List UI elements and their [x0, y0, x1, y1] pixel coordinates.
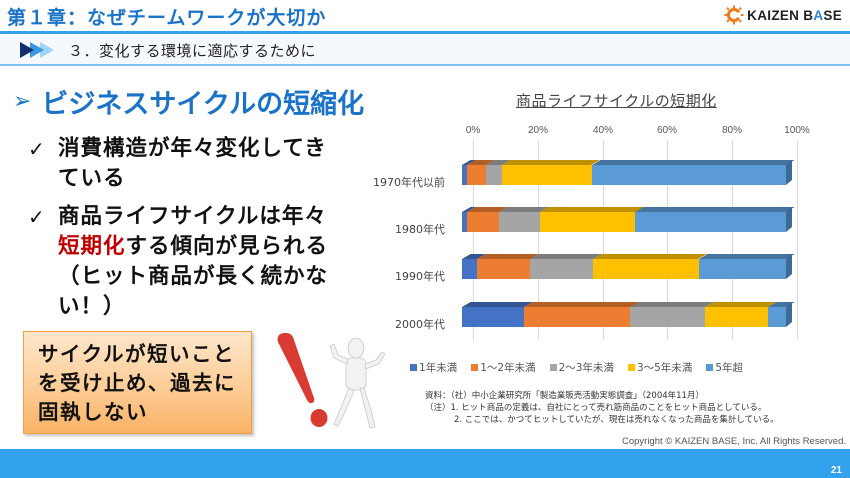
legend-item: 3～5年未満 — [627, 360, 692, 375]
highlight-text: 短期化 — [58, 234, 126, 259]
axis-tick: 80% — [721, 125, 743, 136]
section-bar: ３．変化する環境に適応するために — [0, 34, 850, 66]
legend-swatch — [549, 364, 557, 371]
chart-bar — [462, 307, 786, 327]
legend-item: 2～3年未満 — [549, 360, 614, 375]
bar-segment — [630, 307, 705, 327]
header-rule — [0, 31, 850, 34]
chart-note: （注）1. ヒット商品の定義は、自社にとって売れ筋商品のことをヒット商品としてい… — [425, 403, 767, 413]
legend-item: 1～2年未満 — [471, 360, 536, 375]
bar-segment — [466, 212, 500, 232]
exclamation-mark-icon — [277, 332, 328, 427]
bar-segment — [539, 212, 636, 232]
bar-segment — [499, 212, 540, 232]
main-heading-text: ビジネスサイクルの短縮化 — [41, 89, 365, 120]
bar-segment — [635, 212, 786, 232]
gridline — [603, 140, 604, 340]
bar-segment — [523, 307, 631, 327]
chapter-title: 第１章：なぜチームワークが大切か — [7, 7, 327, 29]
bar-side-face — [786, 253, 792, 279]
checkmark-icon: ✓ — [28, 205, 45, 229]
category-label: 1970年代以前 — [373, 176, 445, 189]
bullet-text: 消費構造が年々変化してきている — [58, 136, 327, 191]
axis-tick: 40% — [592, 125, 614, 136]
exclamation-person-illustration — [277, 332, 386, 429]
kaizen-base-logo: KAIZEN BASE — [724, 5, 842, 25]
bar-segment — [486, 165, 503, 185]
bar-segment — [462, 259, 477, 279]
bar-segment — [593, 259, 699, 279]
chart-bar — [462, 165, 786, 185]
bar-side-face — [786, 159, 792, 185]
bullet-list: ✓ 消費構造が年々変化してきている ✓ 商品ライフサイクルは年々短期化する傾向が… — [28, 134, 348, 330]
callout-text: サイクルが短いことを受け止め、過去に固執しない — [38, 342, 236, 424]
chart-source: 資料：（社）中小企業研究所「製造業販売活動実態調査」（2004年11月） — [425, 391, 704, 401]
person-figure-icon — [329, 337, 386, 429]
copyright-text: Copyright © KAIZEN BASE, Inc. All Rights… — [621, 436, 846, 447]
gridline — [538, 140, 539, 340]
bar-side-face — [786, 301, 792, 327]
bar-segment — [591, 165, 786, 185]
bar-segment — [502, 165, 592, 185]
chart-title: 商品ライフサイクルの短期化 — [516, 92, 717, 110]
legend-item: 1年未満 — [410, 360, 457, 375]
category-label: 1990年代 — [395, 270, 445, 283]
axis-tick: 20% — [527, 125, 549, 136]
logo-text: KAIZEN BASE — [747, 7, 842, 23]
axis-tick: 0% — [465, 125, 481, 136]
bar-segment — [768, 307, 786, 327]
legend-swatch — [410, 364, 417, 371]
gear-logo-icon — [724, 5, 744, 25]
triple-chevron-icon — [20, 42, 54, 58]
bullet-item: ✓ 商品ライフサイクルは年々短期化する傾向が見られる（ヒット商品が長く続かない！… — [28, 202, 348, 322]
bar-segment — [466, 165, 487, 185]
gridline — [797, 140, 798, 340]
axis-tick: 100% — [784, 125, 810, 136]
legend-swatch — [471, 364, 479, 371]
bar-segment — [704, 307, 769, 327]
bar-side-face — [786, 206, 792, 232]
chart-legend: 1年未満 1～2年未満 2～3年未満 3～5年未満 5年超 — [410, 360, 743, 375]
legend-item: 5年超 — [706, 360, 743, 375]
bar-segment — [530, 259, 594, 279]
chart-notes: 資料：（社）中小企業研究所「製造業販売活動実態調査」（2004年11月） （注）… — [425, 390, 779, 426]
bar-segment — [476, 259, 531, 279]
bullet-text: 商品ライフサイクルは年々短期化する傾向が見られる（ヒット商品が長く続かない！） — [58, 204, 329, 319]
chart-bar — [462, 259, 786, 279]
chart-note: 2. ここでは、かつてヒットしていたが、現在は売れなくなった商品を集計している。 — [454, 415, 779, 425]
page-number: 21 — [830, 465, 842, 476]
bar-segment — [462, 212, 467, 232]
legend-swatch — [627, 364, 635, 371]
axis-tick: 60% — [656, 125, 678, 136]
category-label: 1980年代 — [395, 223, 445, 236]
main-heading: ➢ ビジネスサイクルの短縮化 — [13, 82, 364, 121]
checkmark-icon: ✓ — [28, 137, 45, 161]
arrowhead-bullet-icon: ➢ — [13, 89, 32, 114]
chart-bar — [462, 212, 786, 232]
footer-bar: 21 — [0, 449, 850, 478]
gridline — [667, 140, 668, 340]
bullet-item: ✓ 消費構造が年々変化してきている — [28, 134, 348, 194]
bar-segment — [698, 259, 786, 279]
section-title: ３．変化する環境に適応するために — [68, 42, 317, 60]
gridline — [732, 140, 733, 340]
category-label: 2000年代 — [395, 318, 445, 331]
bar-segment — [462, 307, 524, 327]
legend-swatch — [706, 364, 714, 371]
gridline — [473, 140, 474, 340]
callout-box: サイクルが短いことを受け止め、過去に固執しない — [23, 331, 252, 434]
bar-segment — [462, 165, 467, 185]
